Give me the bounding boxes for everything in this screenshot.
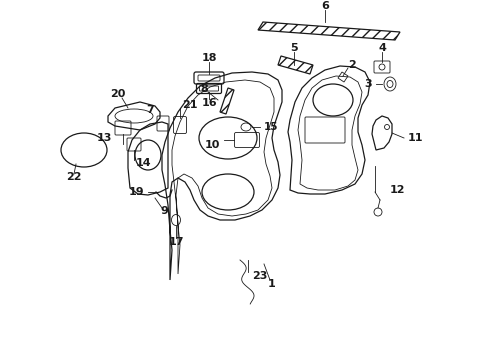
Text: 2: 2 [348, 60, 356, 70]
Text: 3: 3 [365, 79, 372, 89]
Text: 12: 12 [390, 185, 406, 195]
Text: 5: 5 [290, 43, 298, 53]
Text: 22: 22 [66, 172, 82, 182]
Text: 23: 23 [252, 271, 268, 281]
Text: 21: 21 [182, 100, 197, 110]
Text: 17: 17 [168, 237, 184, 247]
Text: 6: 6 [321, 1, 329, 11]
Text: 14: 14 [136, 158, 151, 168]
Text: 10: 10 [205, 140, 220, 150]
Text: 20: 20 [110, 89, 126, 99]
Text: 13: 13 [97, 133, 112, 143]
Text: 11: 11 [408, 133, 423, 143]
Text: 8: 8 [200, 84, 208, 94]
Text: 1: 1 [268, 279, 276, 289]
Text: 4: 4 [378, 43, 386, 53]
Text: 19: 19 [128, 187, 144, 197]
Text: 9: 9 [160, 206, 168, 216]
Text: 18: 18 [201, 53, 217, 63]
Text: 16: 16 [201, 98, 217, 108]
Text: 15: 15 [264, 122, 278, 132]
Text: 7: 7 [146, 105, 154, 115]
